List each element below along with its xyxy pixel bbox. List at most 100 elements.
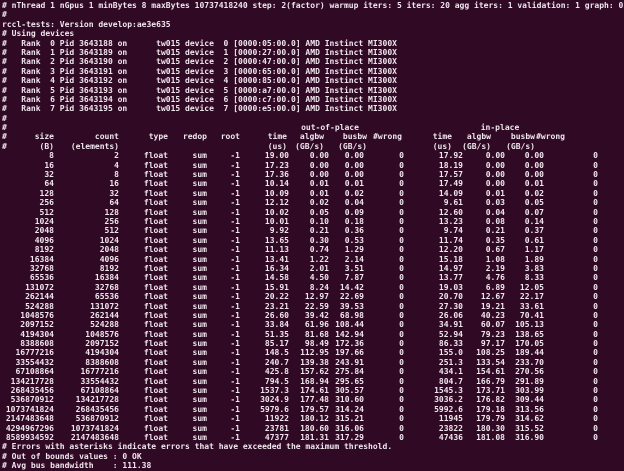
unit-header: (elements): [70, 141, 119, 151]
table-cell: float: [143, 235, 168, 245]
table-cell: 12.67: [480, 292, 505, 302]
table-cell: float: [143, 292, 168, 302]
table-cell: 0.00: [344, 170, 364, 180]
table-cell: 26.60: [264, 310, 289, 320]
table-cell: 181.31: [300, 432, 329, 442]
table-cell: 1545.3: [434, 386, 463, 396]
table-cell: 65536: [29, 273, 54, 283]
unit-header: (B): [39, 141, 54, 151]
table-cell: 0: [399, 310, 404, 320]
footer-line: # Out of bounds values : 0 OK: [2, 451, 142, 461]
table-cell: 536870912: [75, 414, 119, 424]
table-cell: 14.42: [339, 282, 364, 292]
table-cell: 0: [593, 320, 598, 330]
table-cell: 0: [593, 254, 598, 264]
table-cell: 8: [49, 151, 54, 161]
table-cell: 0.00: [524, 170, 544, 180]
table-cell: 19.03: [438, 282, 463, 292]
table-cell: 291.89: [515, 376, 544, 386]
table-cell: 0: [593, 367, 598, 377]
table-cell: 86.33: [438, 339, 463, 349]
table-cell: float: [143, 263, 168, 273]
table-cell: 1.29: [344, 245, 364, 255]
table-cell: 128: [39, 188, 54, 198]
table-cell: 0: [593, 226, 598, 236]
table-cell: 61.96: [304, 320, 329, 330]
table-cell: 12.60: [438, 207, 463, 217]
table-cell: float: [143, 226, 168, 236]
table-cell: 0: [399, 292, 404, 302]
table-cell: 0.30: [309, 235, 329, 245]
table-cell: 60.07: [480, 320, 505, 330]
table-cell: 0: [593, 301, 598, 311]
table-cell: 176.82: [476, 395, 505, 405]
table-cell: 0.21: [309, 226, 329, 236]
table-cell: 17.23: [264, 160, 289, 170]
table-cell: -1: [230, 160, 240, 170]
table-cell: 14.58: [264, 273, 289, 283]
table-cell: 251.3: [438, 357, 463, 367]
table-row: 4294967296 1073741824 float sum -1 23781 180.6…: [2, 424, 624, 433]
table-cell: 128: [104, 207, 119, 217]
table-cell: sum: [192, 320, 207, 330]
table-row: 524288 131072 float sum -1 23.21 22.59 39.53 0 27…: [2, 302, 624, 311]
table-cell: 4194304: [20, 329, 54, 339]
config-line: # nThread 1 nGpus 1 minBytes 8 maxBytes …: [2, 1, 624, 10]
table-row: 1024 256 float sum -1 10.01 0.10 0.18 0 13.23 0.08…: [2, 217, 624, 226]
table-cell: 23781: [264, 423, 289, 433]
table-cell: 4194304: [85, 348, 119, 358]
table-cell: 0: [593, 151, 598, 161]
table-cell: -1: [230, 254, 240, 264]
table-cell: 0: [399, 273, 404, 283]
comment-line: #: [2, 113, 7, 123]
table-cell: 17.57: [438, 170, 463, 180]
table-cell: 0.18: [344, 216, 364, 226]
table-cell: 1048576: [85, 329, 119, 339]
table-cell: 270.56: [515, 367, 544, 377]
table-row: 65536 16384 float sum -1 14.58 4.50 7.87 0 13.77 4…: [2, 273, 624, 282]
table-cell: 305.57: [335, 386, 364, 396]
table-cell: 0.67: [485, 245, 505, 255]
table-row: 32768 8192 float sum -1 16.34 2.01 3.51 0 14.97 2.…: [2, 264, 624, 273]
column-header: count: [94, 132, 119, 142]
table-cell: 68.98: [339, 310, 364, 320]
table-cell: sum: [192, 245, 207, 255]
column-header: size: [34, 132, 54, 142]
table-cell: 189.44: [515, 348, 544, 358]
table-cell: 174.61: [300, 386, 329, 396]
table-cell: float: [143, 160, 168, 170]
table-cell: sum: [192, 292, 207, 302]
table-cell: 134217728: [75, 395, 119, 405]
table-cell: 0: [399, 395, 404, 405]
table-cell: -1: [230, 395, 240, 405]
table-cell: 0.08: [485, 216, 505, 226]
table-cell: 0.35: [485, 235, 505, 245]
table-cell: 0.00: [485, 170, 505, 180]
table-cell: 33554432: [15, 357, 54, 367]
table-cell: 0: [593, 160, 598, 170]
table-cell: 4096: [34, 235, 54, 245]
hash-prefix: #: [2, 123, 7, 133]
table-cell: 7.87: [344, 273, 364, 283]
device-line: # Rank 6 Pid 3643194 on tw015 device 6 […: [2, 94, 397, 104]
table-cell: 0: [593, 432, 598, 442]
table-cell: 32: [109, 188, 119, 198]
device-line: # Rank 3 Pid 3643191 on tw015 device 3 […: [2, 66, 397, 76]
table-cell: 11945: [438, 414, 463, 424]
table-section-header-line: # out-of-place in-place: [2, 123, 624, 132]
table-cell: 0.02: [344, 188, 364, 198]
hash-prefix: #: [2, 132, 7, 142]
table-cell: 13.65: [264, 235, 289, 245]
table-cell: 168.94: [300, 376, 329, 386]
table-cell: 16: [109, 179, 119, 189]
table-cell: 0.00: [344, 160, 364, 170]
table-cell: 512: [104, 226, 119, 236]
table-cell: 1.08: [485, 254, 505, 264]
table-cell: 309.44: [515, 395, 544, 405]
table-row: 262144 65536 float sum -1 20.22 12.97 22.69 0 20.…: [2, 292, 624, 301]
table-row: 1073741824 268435456 float sum -1 5979.6 179.5…: [2, 405, 624, 414]
table-cell: float: [143, 432, 168, 442]
table-cell: 22.17: [519, 292, 544, 302]
table-cell: 0: [593, 245, 598, 255]
table-cell: 133.54: [476, 357, 505, 367]
